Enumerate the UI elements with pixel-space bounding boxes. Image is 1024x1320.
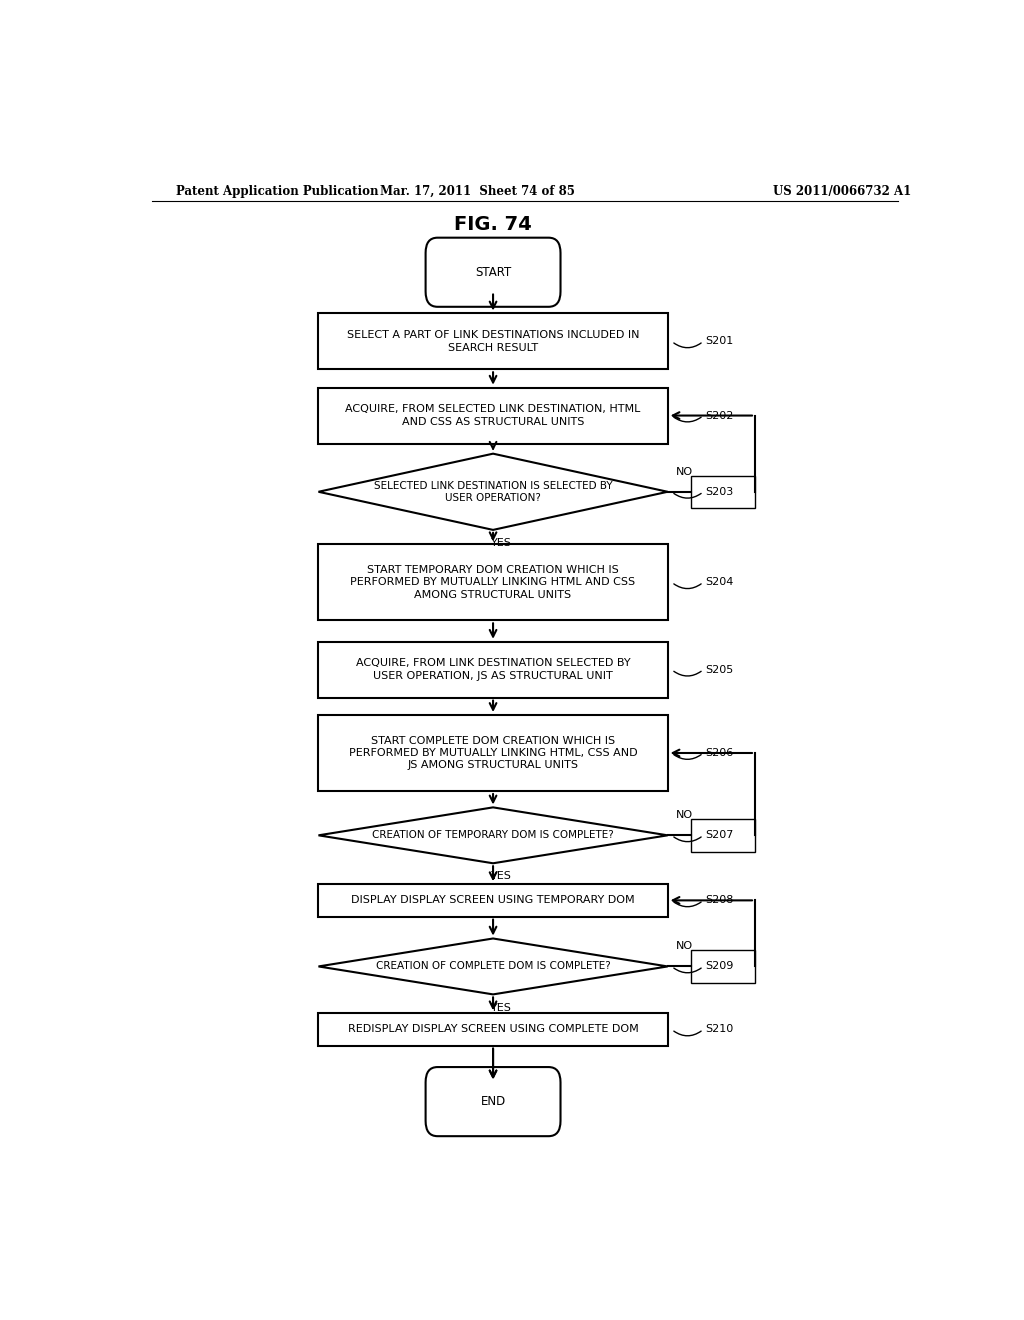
Bar [691, 950, 755, 982]
Text: SELECT A PART OF LINK DESTINATIONS INCLUDED IN
SEARCH RESULT: SELECT A PART OF LINK DESTINATIONS INCLU… [347, 330, 639, 352]
Text: END: END [480, 1096, 506, 1107]
Text: NO: NO [676, 941, 692, 952]
Text: S201: S201 [705, 337, 733, 346]
Text: CREATION OF COMPLETE DOM IS COMPLETE?: CREATION OF COMPLETE DOM IS COMPLETE? [376, 961, 610, 972]
Text: REDISPLAY DISPLAY SCREEN USING COMPLETE DOM: REDISPLAY DISPLAY SCREEN USING COMPLETE … [348, 1024, 638, 1035]
Text: YES: YES [490, 1002, 511, 1012]
Text: START COMPLETE DOM CREATION WHICH IS
PERFORMED BY MUTUALLY LINKING HTML, CSS AND: START COMPLETE DOM CREATION WHICH IS PER… [349, 735, 637, 771]
Text: S210: S210 [705, 1024, 733, 1035]
Bar [318, 313, 668, 370]
Text: ACQUIRE, FROM LINK DESTINATION SELECTED BY
USER OPERATION, JS AS STRUCTURAL UNIT: ACQUIRE, FROM LINK DESTINATION SELECTED … [355, 659, 631, 681]
Text: CREATION OF TEMPORARY DOM IS COMPLETE?: CREATION OF TEMPORARY DOM IS COMPLETE? [372, 830, 614, 841]
Bar [318, 1014, 668, 1045]
Bar [318, 715, 668, 791]
Text: NO: NO [676, 810, 692, 820]
Bar [318, 388, 668, 444]
Text: NO: NO [676, 466, 692, 477]
Text: START: START [475, 265, 511, 279]
Text: S209: S209 [705, 961, 733, 972]
Text: S202: S202 [705, 411, 733, 421]
Polygon shape [318, 939, 668, 994]
Text: S203: S203 [705, 487, 733, 496]
Bar [691, 475, 755, 508]
FancyBboxPatch shape [426, 1067, 560, 1137]
Text: FIG. 74: FIG. 74 [455, 215, 531, 234]
Text: START TEMPORARY DOM CREATION WHICH IS
PERFORMED BY MUTUALLY LINKING HTML AND CSS: START TEMPORARY DOM CREATION WHICH IS PE… [350, 565, 636, 599]
Text: S207: S207 [705, 830, 733, 841]
Text: YES: YES [490, 539, 511, 548]
Text: S208: S208 [705, 895, 733, 906]
FancyBboxPatch shape [426, 238, 560, 306]
Polygon shape [318, 454, 668, 529]
Text: SELECTED LINK DESTINATION IS SELECTED BY
USER OPERATION?: SELECTED LINK DESTINATION IS SELECTED BY… [374, 480, 612, 503]
Text: Mar. 17, 2011  Sheet 74 of 85: Mar. 17, 2011 Sheet 74 of 85 [380, 185, 574, 198]
Text: S204: S204 [705, 577, 733, 587]
Text: Patent Application Publication: Patent Application Publication [176, 185, 378, 198]
Polygon shape [318, 808, 668, 863]
Text: DISPLAY DISPLAY SCREEN USING TEMPORARY DOM: DISPLAY DISPLAY SCREEN USING TEMPORARY D… [351, 895, 635, 906]
Bar [318, 642, 668, 697]
Text: US 2011/0066732 A1: US 2011/0066732 A1 [773, 185, 911, 198]
Text: S205: S205 [705, 665, 733, 675]
Text: YES: YES [490, 871, 511, 882]
Text: S206: S206 [705, 748, 733, 758]
Bar [691, 818, 755, 851]
Bar [318, 884, 668, 916]
Text: ACQUIRE, FROM SELECTED LINK DESTINATION, HTML
AND CSS AS STRUCTURAL UNITS: ACQUIRE, FROM SELECTED LINK DESTINATION,… [345, 404, 641, 426]
Bar [318, 544, 668, 620]
